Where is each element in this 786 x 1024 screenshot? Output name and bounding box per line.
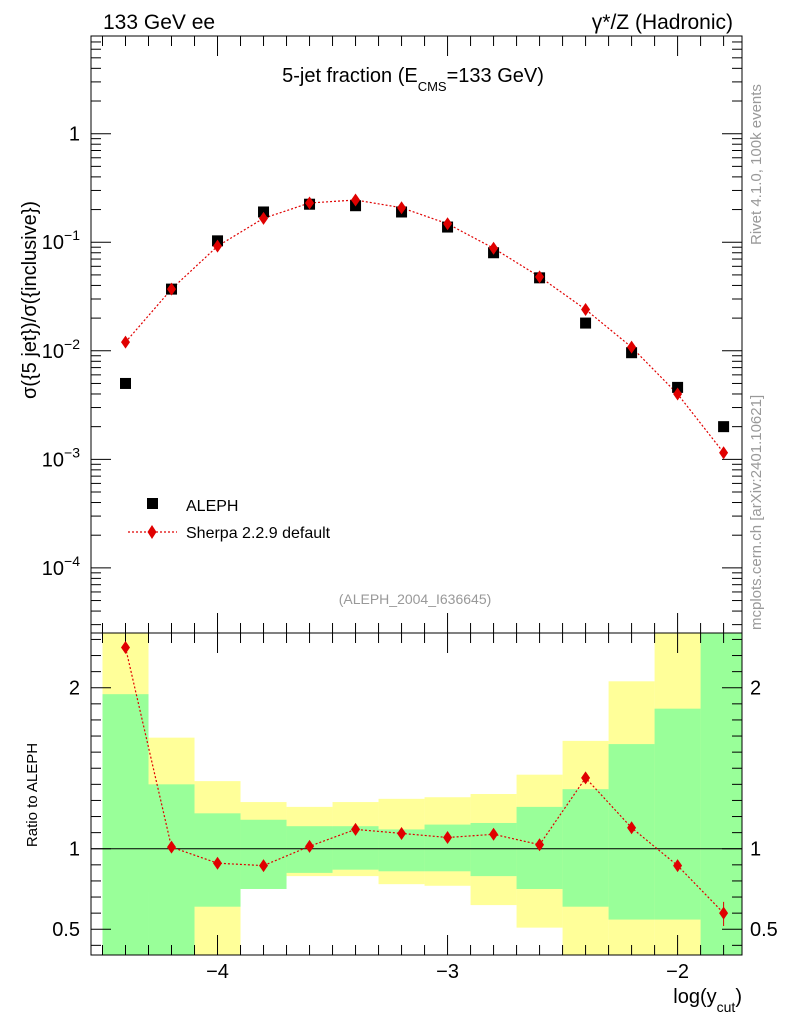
sherpa-ratio-point (213, 856, 223, 870)
sherpa-data-point (213, 239, 223, 253)
y-tick-label: 10−3 (42, 444, 80, 471)
uncertainty-band-inner (240, 819, 287, 889)
uncertainty-band-inner (562, 789, 609, 907)
sherpa-data-point (581, 303, 591, 317)
aleph-data-point (580, 317, 592, 329)
sherpa-ratio-point (443, 830, 453, 844)
sherpa-data-point (351, 193, 361, 207)
uncertainty-band-inner (654, 708, 701, 920)
sherpa-ratio-point (305, 839, 315, 853)
ratio-tick-label-left: 0.5 (52, 919, 80, 941)
sherpa-data-point (489, 241, 499, 255)
legend-aleph-marker (147, 498, 158, 509)
sherpa-data-point (443, 217, 453, 231)
sherpa-ratio-point (121, 640, 131, 654)
sherpa-data-point (719, 446, 729, 460)
sherpa-ratio-point (351, 822, 361, 836)
sherpa-ratio-point (627, 821, 637, 835)
ratio-tick-label-left: 1 (69, 839, 80, 861)
y-tick-label: 10−1 (42, 227, 80, 254)
x-tick-label: −4 (206, 961, 229, 983)
sherpa-ratio-curve (124, 647, 725, 914)
ratio-tick-label-left: 2 (69, 678, 80, 700)
legend-sherpa-label: Sherpa 2.2.9 default (186, 525, 331, 542)
uncertainty-band-inner (148, 784, 195, 955)
sherpa-data-point (673, 387, 683, 401)
uncertainty-band-inner (700, 633, 742, 955)
ratio-tick-label-right: 0.5 (750, 919, 778, 941)
aleph-data-point (120, 377, 132, 389)
x-tick-label: −2 (666, 961, 689, 983)
sherpa-data-point (535, 270, 545, 284)
legend: ALEPH Sherpa 2.2.9 default (128, 498, 331, 542)
sherpa-ratio-point (535, 838, 545, 852)
source-citation-label: mcplots.cern.ch [arXiv:2401.10621] (748, 395, 765, 630)
ratio-panel-frame (90, 632, 743, 956)
analysis-tag: (ALEPH_2004_I636645) (339, 591, 492, 607)
sherpa-ratio-point (581, 771, 591, 785)
y-tick-label: 10−2 (42, 336, 80, 363)
ratio-tick-label-right: 2 (750, 678, 761, 700)
ratio-tick-label-right: 1 (750, 839, 761, 861)
process-energy-label: 133 GeV ee (103, 11, 215, 34)
ratio-y-axis-label: Ratio to ALEPH (24, 743, 41, 847)
ratio-panel: 0.5 0.5 1 1 2 2 Ratio to ALEPH −4 −3 −2 log(ycu… (24, 632, 778, 1015)
y-axis-label: σ({5 jet})/σ({inclusive}) (19, 201, 41, 399)
sherpa-curve (125, 199, 725, 454)
main-panel: 1 10−1 10−2 10−3 10−4 5-jet fraction (ECMS=1… (19, 35, 743, 634)
y-tick-label: 1 (69, 124, 80, 146)
sherpa-ratio-point (167, 840, 177, 854)
legend-aleph-label: ALEPH (186, 498, 238, 515)
x-tick-label: −3 (436, 961, 459, 983)
sherpa-data-point (167, 282, 177, 296)
sherpa-ratio-point (673, 859, 683, 873)
process-type-label: γ*/Z (Hadronic) (592, 11, 733, 34)
sherpa-ratio-point (397, 826, 407, 840)
rivet-version-label: Rivet 4.1.0, 100k events (748, 84, 765, 245)
sherpa-ratio-point (489, 827, 499, 841)
aleph-data-point (718, 421, 730, 433)
sherpa-ratio-point (259, 859, 269, 873)
legend-sherpa-marker (147, 525, 157, 539)
y-tick-label: 10−4 (42, 553, 80, 580)
sherpa-data-point (305, 196, 315, 210)
sherpa-data-point (397, 201, 407, 215)
sherpa-data-point (259, 211, 269, 225)
uncertainty-band-inner (102, 694, 149, 955)
aleph-data-point (672, 381, 684, 393)
chart-title: 5-jet fraction (ECMS=133 GeV) (282, 65, 544, 94)
sherpa-data-point (627, 340, 637, 354)
x-axis-label: log(ycut) (673, 986, 742, 1015)
sherpa-data-point (121, 335, 131, 349)
